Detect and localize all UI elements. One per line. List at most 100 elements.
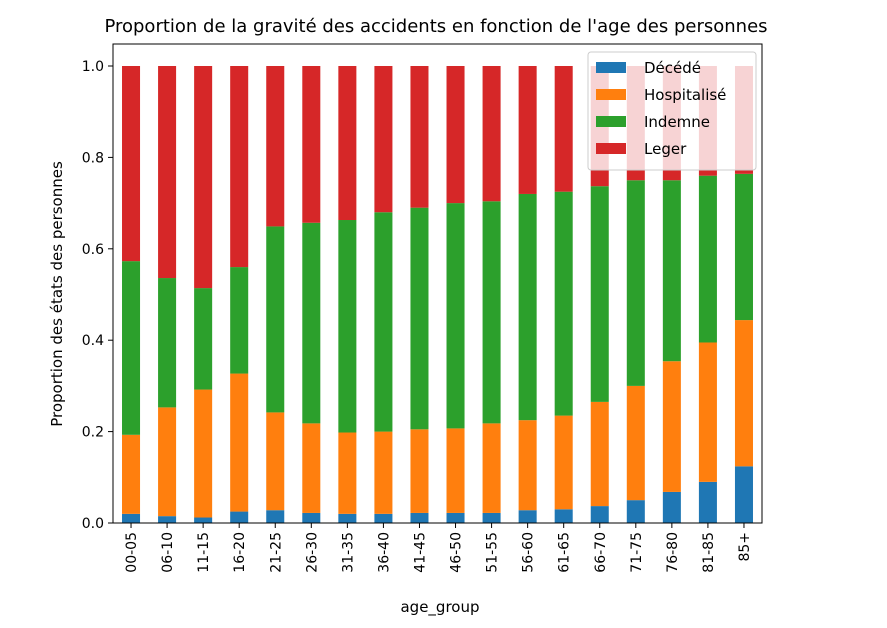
bar-85+-Décédé <box>734 466 753 523</box>
legend-swatch <box>596 143 626 154</box>
bar-81-85-Indemne <box>698 175 717 343</box>
bar-11-15-Hospitalisé <box>194 389 213 518</box>
x-tick-label: 21-25 <box>268 532 284 573</box>
legend: Décédé Hospitalisé Indemne Leger <box>587 51 757 171</box>
bar-06-10-Décédé <box>158 516 177 523</box>
bar-76-80-Indemne <box>662 180 681 362</box>
bar-26-30-Décédé <box>302 512 321 523</box>
bar-51-55-Leger <box>482 66 501 202</box>
bar-41-45-Leger <box>410 66 429 208</box>
bar-16-20-Indemne <box>230 267 249 374</box>
bar-06-10-Leger <box>158 66 177 279</box>
bar-61-65-Décédé <box>554 509 573 523</box>
bar-56-60-Hospitalisé <box>518 420 537 511</box>
x-tick-label: 36-40 <box>376 532 392 573</box>
bar-71-75-Décédé <box>626 500 645 523</box>
bar-31-35-Indemne <box>338 220 357 433</box>
bar-46-50-Hospitalisé <box>446 428 465 513</box>
bar-21-25-Décédé <box>266 510 285 523</box>
legend-swatch <box>596 89 626 100</box>
x-tick-label: 71-75 <box>629 532 645 573</box>
bar-00-05-Indemne <box>122 261 141 435</box>
x-axis-label: age_group <box>400 598 479 617</box>
bar-56-60-Décédé <box>518 510 537 523</box>
bar-51-55-Décédé <box>482 512 501 523</box>
bar-16-20-Leger <box>230 66 249 268</box>
legend-label: Hospitalisé <box>644 86 726 104</box>
legend-label: Leger <box>644 140 687 158</box>
bar-00-05-Décédé <box>122 513 141 523</box>
bar-21-25-Hospitalisé <box>266 412 285 511</box>
y-axis-label: Proportion des états des personnes <box>48 161 66 427</box>
legend-swatch <box>596 116 626 127</box>
bar-51-55-Hospitalisé <box>482 423 501 513</box>
bar-46-50-Indemne <box>446 203 465 429</box>
bar-41-45-Hospitalisé <box>410 429 429 513</box>
x-tick-label: 00-05 <box>124 532 140 573</box>
bar-85+-Indemne <box>734 173 753 321</box>
y-tick-label: 1.0 <box>82 59 104 75</box>
bar-61-65-Hospitalisé <box>554 415 573 510</box>
bar-81-85-Hospitalisé <box>698 342 717 482</box>
bar-56-60-Leger <box>518 66 537 194</box>
bar-71-75-Hospitalisé <box>626 385 645 501</box>
bar-36-40-Leger <box>374 66 393 213</box>
bar-41-45-Décédé <box>410 512 429 523</box>
legend-label: Décédé <box>644 59 701 77</box>
bar-85+-Hospitalisé <box>734 320 753 467</box>
bar-51-55-Indemne <box>482 201 501 424</box>
bar-00-05-Hospitalisé <box>122 434 141 514</box>
bars-group <box>122 66 753 523</box>
bar-56-60-Indemne <box>518 193 537 421</box>
x-tick-label: 11-15 <box>196 532 212 573</box>
legend-swatch <box>596 62 626 73</box>
y-tick-label: 0.4 <box>82 333 104 349</box>
bar-46-50-Décédé <box>446 512 465 523</box>
chart-title: Proportion de la gravité des accidents e… <box>104 16 767 37</box>
y-tick-label: 0.6 <box>82 242 104 258</box>
y-axis: 0.0 0.2 0.4 0.6 0.8 1.0 <box>82 59 113 532</box>
bar-26-30-Hospitalisé <box>302 423 321 513</box>
legend-label: Indemne <box>644 113 710 131</box>
bar-06-10-Hospitalisé <box>158 407 177 517</box>
bar-00-05-Leger <box>122 66 141 262</box>
bar-46-50-Leger <box>446 66 465 204</box>
bar-06-10-Indemne <box>158 278 177 408</box>
bar-36-40-Décédé <box>374 513 393 523</box>
x-tick-label: 16-20 <box>232 532 248 573</box>
x-tick-label: 51-55 <box>485 532 501 573</box>
bar-16-20-Décédé <box>230 511 249 523</box>
y-tick-label: 0.2 <box>82 425 104 441</box>
bar-26-30-Indemne <box>302 222 321 424</box>
x-axis: 00-05 06-10 11-15 16-20 21-25 26-30 31-35 36-40… <box>124 523 753 573</box>
bar-81-85-Décédé <box>698 481 717 523</box>
x-tick-label: 85+ <box>737 532 753 562</box>
x-tick-label: 66-70 <box>593 532 609 573</box>
bar-11-15-Leger <box>194 66 213 289</box>
x-tick-label: 76-80 <box>665 532 681 573</box>
x-tick-label: 06-10 <box>160 532 176 573</box>
plot-frame <box>112 43 763 524</box>
bar-36-40-Indemne <box>374 212 393 432</box>
y-tick-label: 0.8 <box>82 150 104 166</box>
bar-41-45-Indemne <box>410 207 429 430</box>
x-tick-label: 46-50 <box>449 532 465 573</box>
bar-36-40-Hospitalisé <box>374 431 393 514</box>
bar-31-35-Leger <box>338 66 357 221</box>
x-tick-label: 61-65 <box>557 532 573 573</box>
bar-71-75-Indemne <box>626 180 645 386</box>
x-tick-label: 41-45 <box>412 532 428 573</box>
bar-66-70-Hospitalisé <box>590 401 609 507</box>
legend-box <box>587 51 757 171</box>
x-tick-label: 81-85 <box>701 532 717 573</box>
bar-21-25-Indemne <box>266 226 285 413</box>
bar-66-70-Indemne <box>590 186 609 402</box>
bar-76-80-Décédé <box>662 491 681 523</box>
bar-11-15-Décédé <box>194 517 213 523</box>
y-tick-label: 0.0 <box>82 516 104 532</box>
bar-31-35-Décédé <box>338 513 357 523</box>
x-tick-label: 26-30 <box>304 532 320 573</box>
bar-61-65-Indemne <box>554 191 573 416</box>
bar-16-20-Hospitalisé <box>230 373 249 512</box>
